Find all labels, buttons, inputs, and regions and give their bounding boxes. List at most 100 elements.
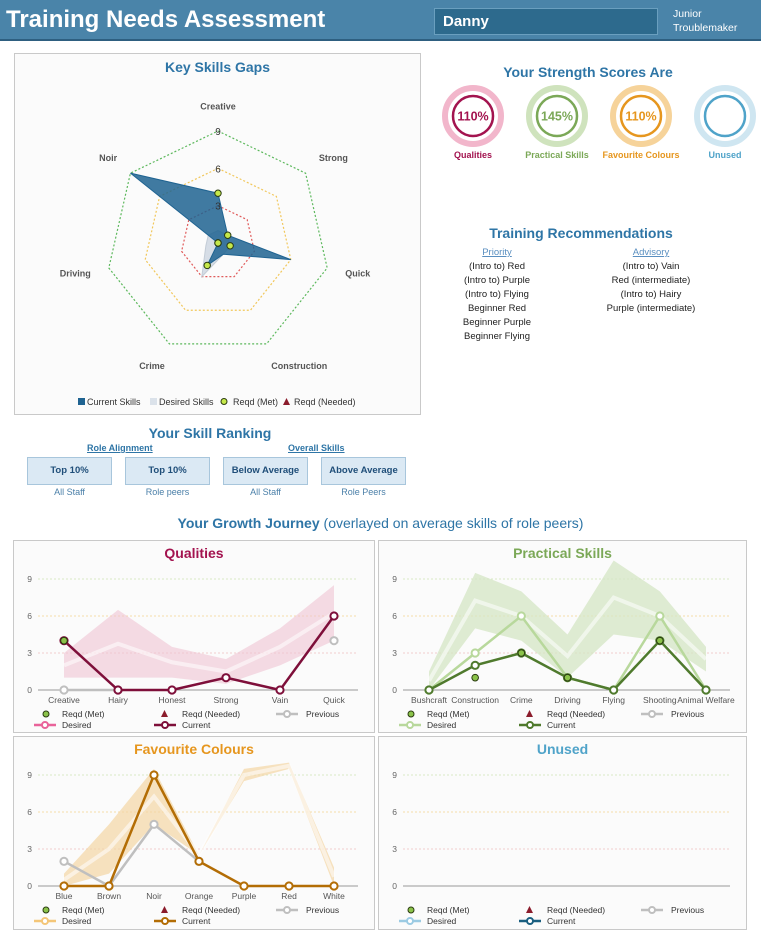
x-tick-label: White (323, 891, 345, 901)
y-tick-label: 3 (27, 844, 32, 854)
x-tick-label: Noir (146, 891, 162, 901)
peer-average-line (63, 611, 336, 674)
score-ring-icon: 145% (526, 85, 588, 147)
y-tick-label: 6 (392, 611, 397, 621)
x-tick-label: Blue (55, 891, 72, 901)
legend-reqd-met-marker (42, 710, 50, 718)
score-label: Qualities (453, 150, 492, 160)
priority-column: Priority (Intro to) Red (Intro to) Purple… (422, 246, 572, 344)
legend-current-marker (161, 917, 169, 925)
series-marker-current (113, 685, 123, 695)
score-ring-icon: 110% (442, 85, 504, 147)
y-tick-label: 0 (27, 881, 32, 891)
score-ring-inner (619, 94, 663, 138)
x-tick-label: Creative (48, 695, 80, 705)
y-tick-label: 3 (392, 844, 397, 854)
y-tick-label: 9 (27, 574, 32, 584)
score-value: 145% (541, 110, 573, 124)
radar-reqd-met-marker (224, 231, 232, 239)
recommendation-item[interactable]: (Intro to) Purple (464, 275, 530, 286)
rank-sub-role-peers: Role peers (145, 487, 190, 497)
advisory-column: Advisory (Intro to) Vain Red (intermediat… (576, 246, 726, 316)
series-marker-current (104, 881, 114, 891)
recommendation-item[interactable]: (Intro to) Vain (622, 261, 680, 272)
legend-previous-marker (283, 710, 291, 718)
legend-label: Desired (427, 916, 457, 926)
x-tick-label: Flying (602, 695, 625, 705)
recommendation-item[interactable]: (Intro to) Flying (465, 289, 529, 300)
peer-average-band (429, 560, 706, 690)
legend-previous-marker (648, 906, 656, 914)
recommendation-item[interactable]: Beginner Red (467, 303, 527, 314)
radar-tick-label: 9 (215, 127, 221, 138)
recommendation-item[interactable]: (Intro to) Hairy (620, 289, 682, 300)
favourite-colours-chart: Favourite Colours 0 3 6 9 Blue Brown Noir Orange… (27, 741, 358, 926)
reqd-met-marker (471, 673, 479, 682)
x-tick-label: Strong (213, 695, 238, 705)
y-tick-label: 9 (392, 770, 397, 780)
recommendation-item[interactable]: Beginner Purple (462, 317, 532, 328)
score-ring-outer (442, 85, 504, 147)
legend-desired-skills-swatch (150, 398, 157, 405)
role-alignment-heading: Role Alignment (87, 443, 153, 453)
skills-gap-radar-panel: Key Skills Gaps 3 6 9 Creative Strong Quick Co… (14, 53, 421, 415)
y-tick-label: 6 (392, 807, 397, 817)
series-marker-desired (470, 648, 480, 658)
rank-box-overall-role-peers[interactable]: Above Average (321, 457, 406, 485)
radar-ring-3 (180, 205, 256, 278)
x-tick-label: Red (281, 891, 297, 901)
legend-reqd-needed-marker (526, 906, 533, 913)
strength-score-practical-skills: 145% Practical Skills (512, 84, 602, 160)
radar-axis-label-driving: Driving (60, 268, 91, 278)
legend-label: Reqd (Met) (62, 905, 105, 915)
unused-chart: Unused 0 3 6 9 Reqd (Met) Reqd (Needed) Previou… (392, 741, 730, 926)
x-tick-label: Shooting (643, 695, 677, 705)
radar-legend-label: Desired Skills (159, 397, 214, 407)
rank-box-role-all-staff[interactable]: Top 10% (27, 457, 112, 485)
rank-box-role-peers[interactable]: Top 10% (125, 457, 210, 485)
series-marker-current (329, 611, 339, 621)
y-tick-label: 6 (27, 807, 32, 817)
series-marker-current (167, 685, 177, 695)
y-tick-label: 3 (27, 648, 32, 658)
page-title: Training Needs Assessment (6, 6, 326, 33)
radar-title: Key Skills Gaps (164, 59, 271, 75)
legend-label: Reqd (Needed) (182, 709, 240, 719)
recommendation-item[interactable]: (Intro to) Red (469, 261, 525, 272)
y-tick-label: 0 (392, 685, 397, 695)
legend-label: Current (547, 720, 576, 730)
radar-legend-label: Current Skills (87, 397, 141, 407)
chart-title: Favourite Colours (134, 741, 254, 757)
series-marker-previous (149, 819, 159, 829)
strength-score-unused: Unused (680, 84, 761, 160)
radar-ring-9 (108, 130, 328, 345)
recommendation-item[interactable]: Red (intermediate) (611, 275, 691, 286)
y-tick-label: 9 (27, 770, 32, 780)
legend-label: Desired (62, 720, 92, 730)
advisory-heading[interactable]: Advisory (632, 247, 670, 258)
favourite-colours-chart-panel: Favourite Colours 0 3 6 9 Blue Brown Noir Orange… (13, 736, 375, 930)
legend-desired-marker (41, 917, 49, 925)
series-marker-current (284, 881, 294, 891)
recommendation-item[interactable]: Purple (intermediate) (606, 303, 696, 314)
x-tick-label: Animal Welfare (677, 695, 735, 705)
rank-box-overall-all-staff[interactable]: Below Average (223, 457, 308, 485)
overall-skills-heading: Overall Skills (288, 443, 345, 453)
x-tick-label: Hairy (108, 695, 129, 705)
radar-axis-label-strong: Strong (319, 153, 348, 163)
score-ring-icon: 110% (610, 85, 672, 147)
legend-label: Current (547, 916, 576, 926)
radar-legend-label: Reqd (Needed) (294, 397, 356, 407)
rank-sub-all-staff: All Staff (54, 487, 85, 497)
legend-label: Reqd (Needed) (182, 905, 240, 915)
x-tick-label: Purple (232, 891, 257, 901)
score-ring-inner (535, 94, 579, 138)
employee-name-field[interactable]: Danny (434, 8, 658, 35)
series-marker-previous (59, 856, 69, 866)
legend-desired-marker (41, 721, 49, 729)
legend-current-marker (526, 721, 534, 729)
recommendation-item[interactable]: Beginner Flying (463, 331, 530, 342)
series-marker-desired (516, 611, 526, 621)
priority-heading[interactable]: Priority (482, 247, 512, 258)
skill-ranking-title: Your Skill Ranking (148, 425, 272, 441)
